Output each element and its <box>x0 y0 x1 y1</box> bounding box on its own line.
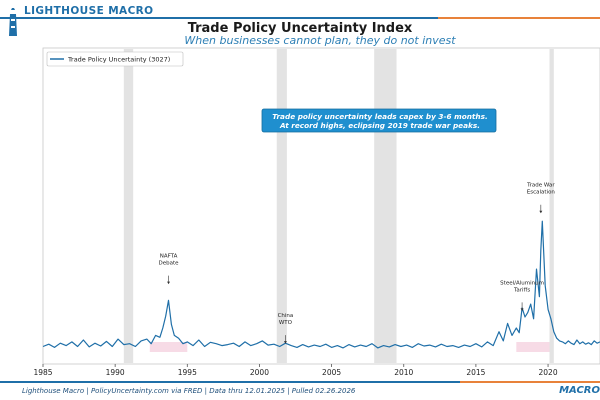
footer-brand: MACRO <box>559 385 600 396</box>
brand-name: LIGHTHOUSE MACRO <box>24 5 154 17</box>
callout-text: Trade policy uncertainty leads capex by … <box>272 112 487 121</box>
recession-band <box>276 49 287 363</box>
annotation-arrowhead <box>167 281 171 285</box>
footer-rule-blue <box>0 381 460 383</box>
callout-box <box>261 108 497 133</box>
x-tick-label: 2005 <box>322 368 341 377</box>
annotation-label: NAFTA <box>160 254 178 260</box>
plot-frame <box>42 47 600 365</box>
highlight-band <box>149 342 188 352</box>
chart-subtitle: When businesses cannot plan, they do not… <box>184 34 456 47</box>
x-tick-label: 2020 <box>539 368 558 377</box>
footer-source: Lighthouse Macro | PolicyUncertainty.com… <box>22 387 356 395</box>
recession-band <box>123 49 134 363</box>
annotation-label: Tariffs <box>513 287 530 293</box>
header-rule-orange <box>438 17 600 19</box>
x-tick-label: 2015 <box>466 368 485 377</box>
chart-title: Trade Policy Uncertainty Index <box>187 21 413 36</box>
annotation-label: WTO <box>279 320 293 326</box>
annotation-label: Trade War <box>526 183 555 189</box>
x-tick-label: 1995 <box>178 368 197 377</box>
highlight-band <box>516 342 550 352</box>
top-bar: LIGHTHOUSE MACRO <box>0 0 600 36</box>
annotation-arrowhead <box>520 308 524 311</box>
recession-band <box>549 49 554 363</box>
annotation-label: Steel/Aluminum <box>500 280 544 286</box>
annotation-arrowhead <box>539 210 543 214</box>
x-tick-label: 1990 <box>106 368 125 377</box>
x-tick-label: 1985 <box>33 368 52 377</box>
legend-label: Trade Policy Uncertainty (3027) <box>67 56 170 64</box>
header-rule-blue <box>0 17 438 19</box>
lighthouse-logo-icon <box>9 8 17 36</box>
annotation-label: Escalation <box>527 190 556 196</box>
x-tick-label: 2000 <box>250 368 269 377</box>
annotation-label: Debate <box>159 261 180 267</box>
annotation-arrowhead <box>283 341 287 344</box>
recession-band <box>374 49 397 363</box>
annotation-label: China <box>278 313 294 319</box>
x-tick-label: 2010 <box>394 368 413 377</box>
footer-rule-orange <box>460 381 600 383</box>
callout-text: At record highs, eclipsing 2019 trade wa… <box>279 121 480 130</box>
series-line <box>42 220 600 349</box>
legend-box <box>46 51 184 67</box>
